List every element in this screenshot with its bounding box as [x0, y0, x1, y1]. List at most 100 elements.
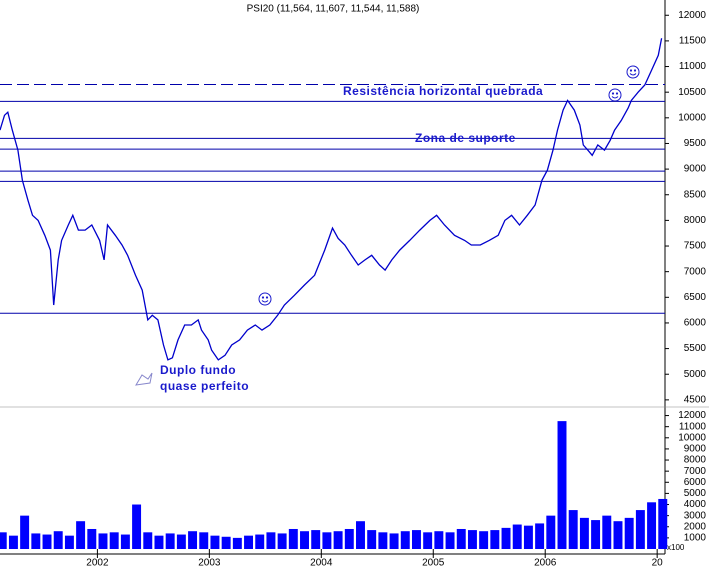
- annotation: Zona de suporte: [415, 131, 516, 145]
- y-tick-label: 12000: [678, 10, 706, 21]
- y-tick-label: 11500: [679, 36, 707, 47]
- x-tick-label: 2004: [310, 558, 333, 569]
- volume-bar: [411, 530, 421, 549]
- volume-bar: [199, 532, 209, 549]
- volume-bar: [277, 533, 287, 549]
- y-tick-label: 8500: [684, 189, 707, 200]
- volume-bar: [479, 531, 489, 549]
- volume-bar: [87, 528, 97, 549]
- volume-bar: [232, 537, 242, 549]
- y-tick-label: 8000: [684, 215, 707, 226]
- y-tick-label: 7500: [684, 241, 707, 252]
- volume-bar: [579, 517, 589, 549]
- volume-bar: [31, 533, 41, 549]
- y-tick-label: 9000: [684, 444, 707, 455]
- y-tick-label: 12000: [678, 410, 706, 421]
- y-tick-label: 5000: [684, 488, 707, 499]
- y-tick-label: 9500: [684, 138, 707, 149]
- volume-bar: [389, 533, 399, 549]
- y-tick-label: 8000: [684, 455, 707, 466]
- volume-bar: [188, 531, 198, 549]
- volume-bar: [658, 498, 668, 549]
- volume-bar: [154, 535, 164, 549]
- volume-bar: [434, 531, 444, 549]
- chart-title: PSI20 (11,564, 11,607, 11,544, 11,588): [247, 4, 420, 15]
- volume-bar: [501, 527, 511, 549]
- volume-bar: [255, 534, 265, 549]
- annotation: Duplo fundo: [160, 363, 236, 377]
- y-tick-label: 4500: [684, 395, 707, 406]
- volume-bar: [176, 534, 186, 549]
- y-tick-label: 5000: [684, 369, 707, 380]
- volume-bar: [591, 520, 601, 549]
- x-tick-label: 2006: [534, 558, 557, 569]
- icon: [135, 372, 153, 386]
- volume-bar: [490, 530, 500, 549]
- volume-bar: [423, 532, 433, 549]
- y-tick-label: 7000: [684, 466, 707, 477]
- volume-bar: [613, 521, 623, 549]
- y-tick-label: 2000: [684, 521, 707, 532]
- smiley: [626, 65, 640, 79]
- volume-bar: [53, 531, 63, 549]
- volume-bar: [344, 528, 354, 549]
- volume-bar: [120, 534, 130, 549]
- volume-bar: [300, 531, 309, 549]
- volume-bar: [143, 532, 153, 549]
- volume-bar: [8, 535, 18, 549]
- volume-bar: [467, 530, 477, 549]
- y-tick-label: 11000: [679, 61, 707, 72]
- y-tick-label: 7000: [684, 266, 707, 277]
- unit-label: x100: [667, 543, 685, 552]
- volume-bar: [132, 504, 142, 549]
- volume-bar: [244, 535, 254, 549]
- volume-bar: [76, 521, 86, 549]
- y-tick-label: 9000: [684, 164, 707, 175]
- y-tick-label: 10000: [678, 112, 706, 123]
- smiley: [258, 292, 272, 306]
- y-tick-label: 10000: [678, 432, 706, 443]
- volume-bar: [400, 531, 410, 549]
- volume-bar: [266, 532, 276, 549]
- volume-bar: [624, 517, 634, 549]
- volume-bar: [210, 535, 220, 549]
- volume-bar: [333, 531, 343, 549]
- volume-bar: [635, 510, 645, 549]
- volume-bar: [523, 525, 533, 549]
- volume-bar: [378, 532, 388, 549]
- volume-bar: [20, 515, 30, 549]
- volume-bar: [42, 534, 52, 549]
- y-tick-label: 6000: [684, 318, 707, 329]
- volume-bar: [568, 510, 578, 549]
- y-tick-label: 6500: [684, 292, 707, 303]
- annotation: Resistência horizontal quebrada: [343, 84, 543, 98]
- price-line: [0, 38, 663, 361]
- y-tick-label: 6000: [684, 477, 707, 488]
- volume-bar: [445, 532, 455, 549]
- volume-bar: [456, 528, 466, 549]
- volume-bar: [602, 515, 612, 549]
- y-tick-label: 3000: [684, 510, 707, 521]
- volume-bar: [535, 523, 545, 549]
- volume-bar: [557, 421, 567, 549]
- volume-bar: [546, 515, 556, 549]
- volume-bar: [356, 521, 365, 549]
- volume-bar: [512, 524, 522, 549]
- y-tick-label: 1000: [684, 533, 707, 544]
- volume-bar: [288, 528, 298, 549]
- y-tick-label: 5500: [684, 343, 707, 354]
- volume-bar: [0, 532, 7, 549]
- x-tick-label: 20: [652, 558, 664, 569]
- volume-bar: [647, 502, 657, 549]
- volume-bar: [322, 532, 332, 549]
- smileys: [135, 65, 640, 386]
- x-tick-label: 2002: [86, 558, 109, 569]
- volume-bar: [221, 536, 231, 549]
- volume-bar: [165, 533, 175, 549]
- y-tick-label: 10500: [678, 87, 706, 98]
- y-tick-label: 11000: [679, 421, 707, 432]
- volume-bar: [311, 530, 321, 549]
- volume-bar: [98, 533, 108, 549]
